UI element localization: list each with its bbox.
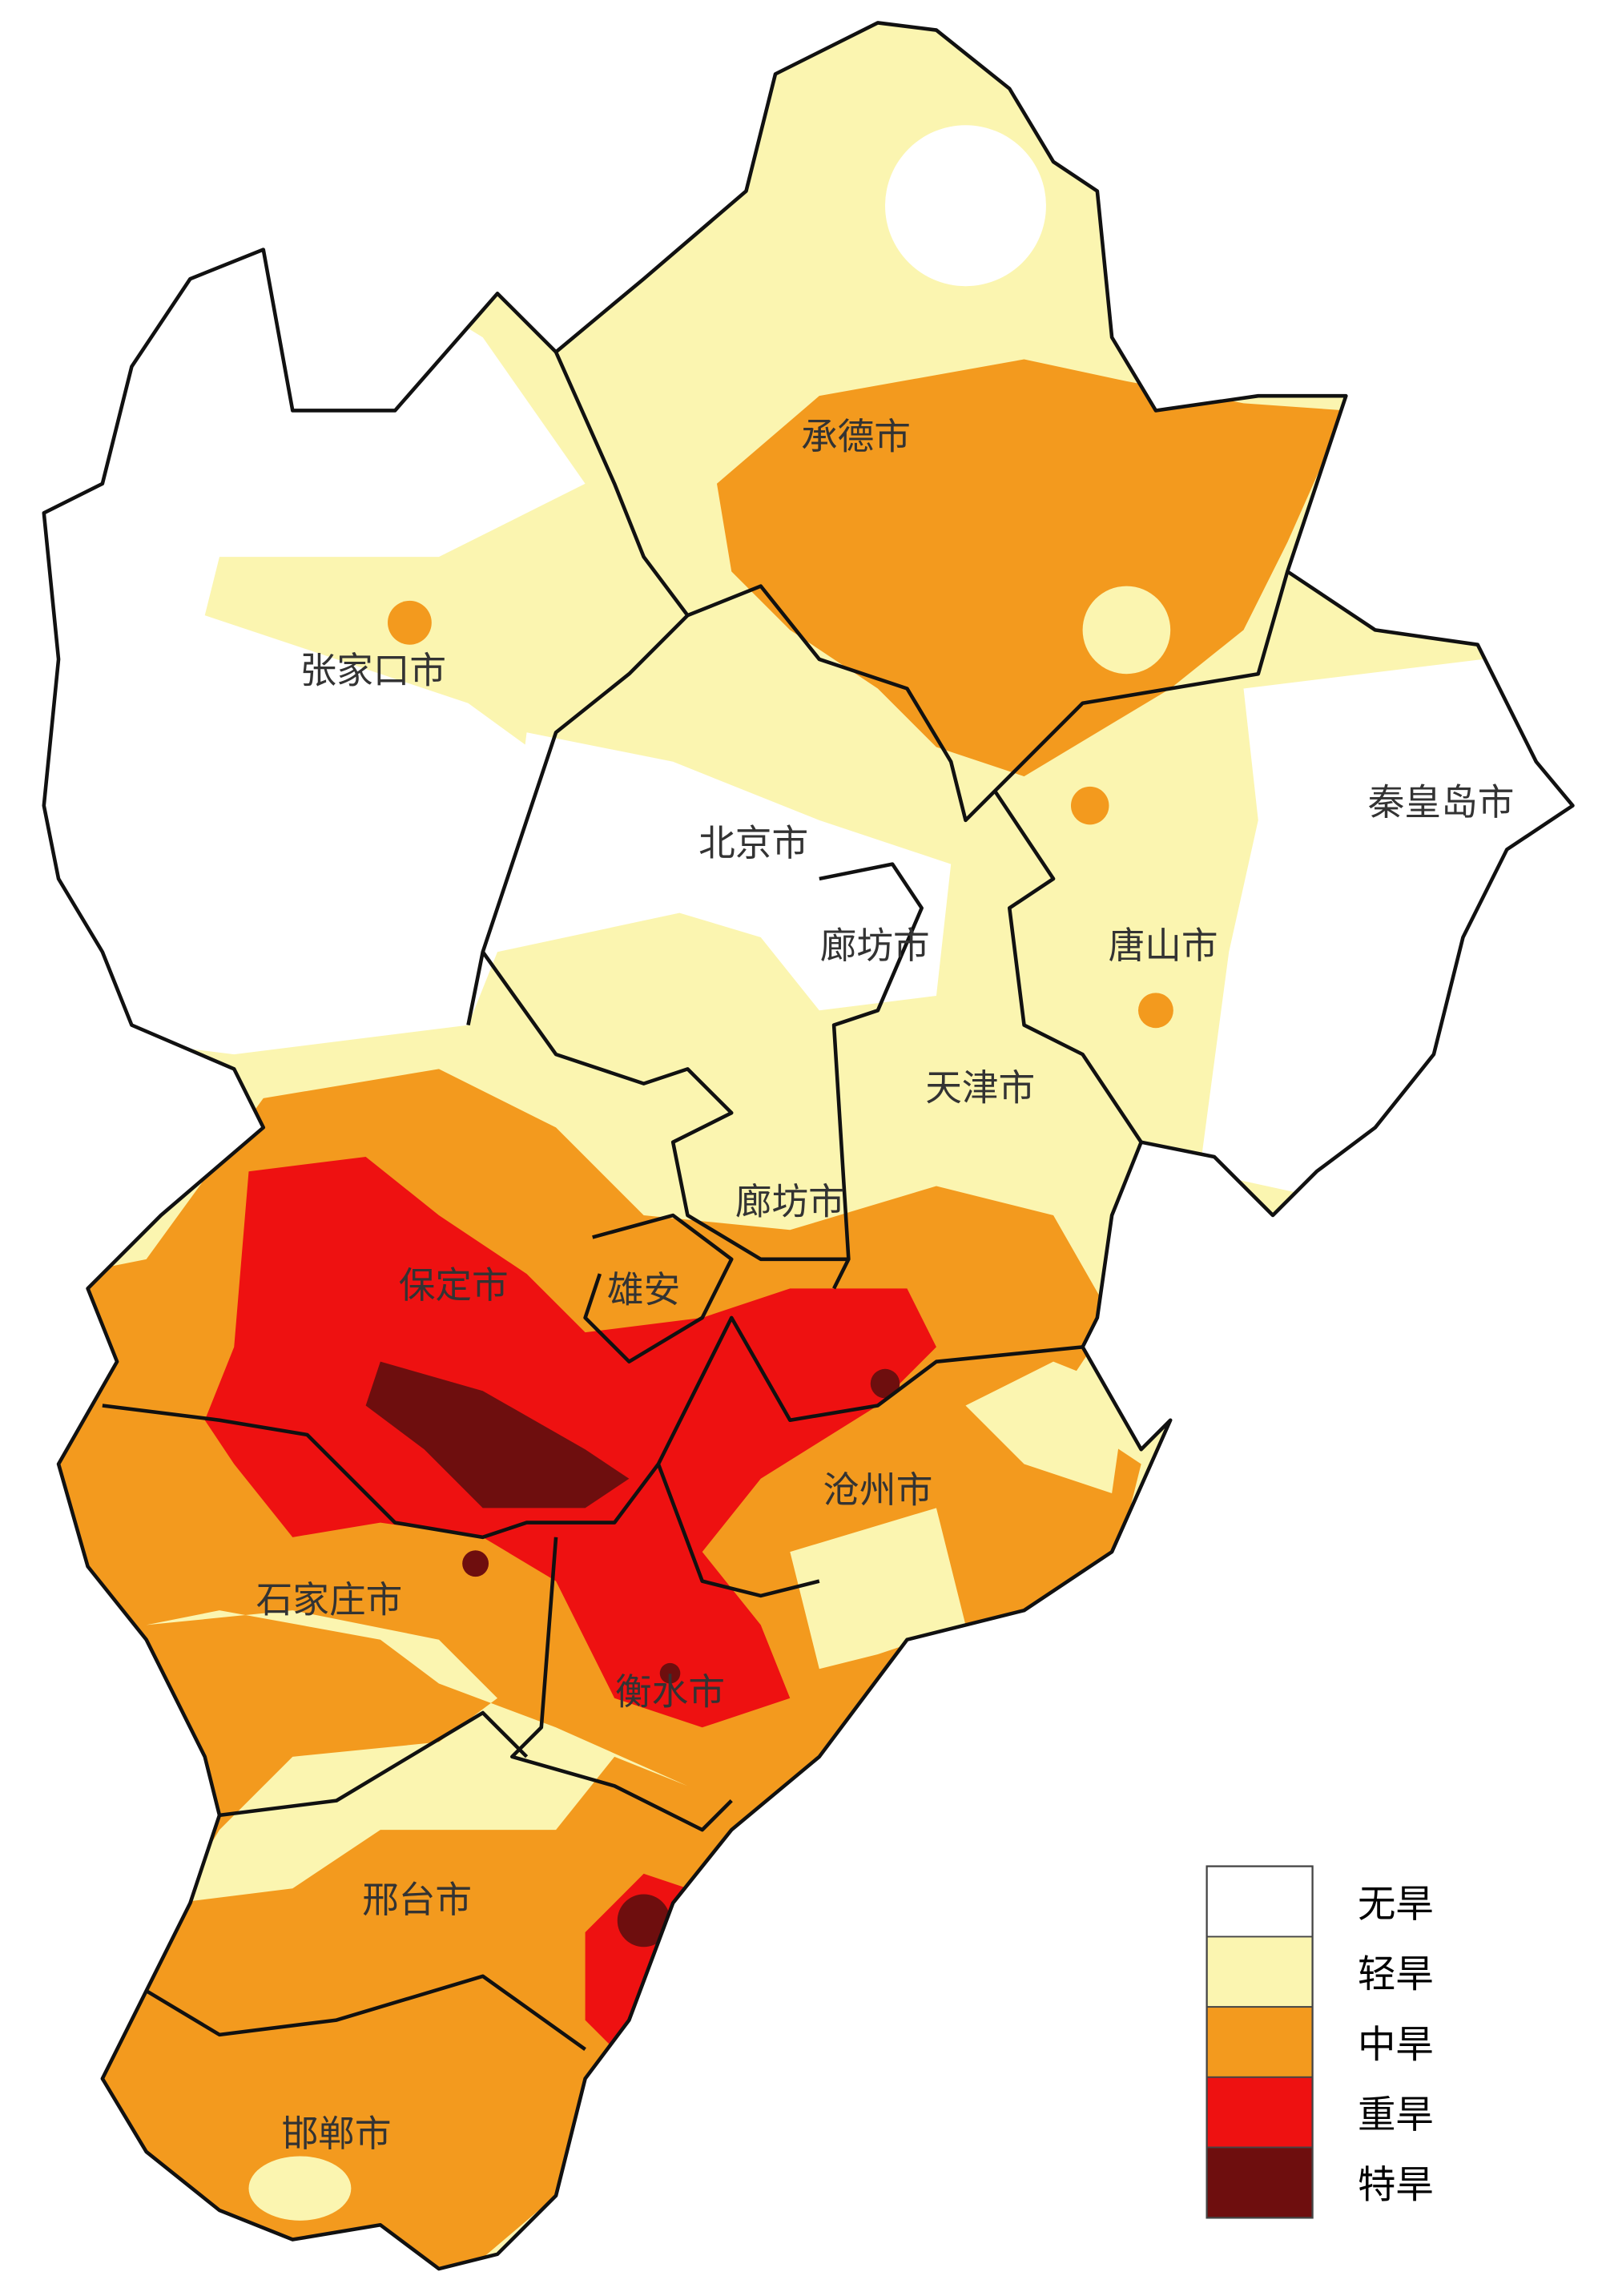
region-label: 雄安 bbox=[607, 1268, 680, 1311]
legend-label: 中旱 bbox=[1358, 2023, 1434, 2067]
city-border bbox=[656, 1463, 820, 1598]
legend-label: 特旱 bbox=[1358, 2164, 1434, 2208]
region-label: 秦皇岛市 bbox=[1368, 781, 1515, 824]
city-border bbox=[993, 790, 1143, 1143]
region-label: 邢台市 bbox=[362, 1879, 472, 1921]
moderate-area bbox=[716, 359, 1346, 777]
none-area bbox=[512, 732, 952, 1011]
region-label: 沧州市 bbox=[823, 1469, 932, 1512]
city-border bbox=[219, 1710, 529, 1818]
region-label: 廊坊市 bbox=[820, 924, 930, 967]
none-area bbox=[885, 125, 1046, 287]
light-area bbox=[790, 1508, 966, 1670]
light-area bbox=[248, 2156, 352, 2221]
moderate-area bbox=[388, 600, 432, 645]
region-label: 天津市 bbox=[925, 1066, 1035, 1109]
city-border bbox=[145, 1974, 586, 2051]
legend-label: 无旱 bbox=[1358, 1883, 1434, 1927]
city-border bbox=[102, 1315, 1083, 1540]
city-border bbox=[819, 862, 924, 1290]
extreme-area bbox=[462, 1550, 489, 1577]
legend-label: 重旱 bbox=[1358, 2093, 1434, 2137]
legend-swatch bbox=[1206, 2076, 1314, 2149]
legend-label: 轻旱 bbox=[1358, 1953, 1434, 1997]
region-label: 唐山市 bbox=[1109, 924, 1218, 967]
extreme-area bbox=[659, 1662, 681, 1684]
none-area bbox=[1199, 644, 1573, 1259]
region-label: 保定市 bbox=[399, 1264, 509, 1307]
light-area bbox=[965, 1361, 1127, 1494]
region-label: 北京市 bbox=[698, 822, 808, 864]
moderate-area bbox=[1070, 786, 1109, 825]
legend-swatch bbox=[1206, 2006, 1314, 2078]
moderate-area bbox=[43, 1069, 1141, 2270]
extreme-area bbox=[365, 1361, 630, 1509]
city-border bbox=[466, 351, 690, 1026]
extreme-area bbox=[617, 1894, 670, 1948]
region-label: 衡水市 bbox=[615, 1671, 725, 1714]
region-label: 张家口市 bbox=[300, 650, 446, 692]
city-border bbox=[686, 570, 1290, 823]
legend-swatch bbox=[1206, 1935, 1314, 2008]
legend-swatch bbox=[1206, 1865, 1314, 1938]
city-border bbox=[481, 950, 849, 1262]
region-label: 承德市 bbox=[801, 415, 911, 457]
region-label: 石家庄市 bbox=[256, 1579, 403, 1621]
moderate-area bbox=[1138, 993, 1173, 1029]
city-border bbox=[509, 1537, 733, 1832]
region-label: 邯郸市 bbox=[282, 2113, 392, 2155]
light-area bbox=[1082, 586, 1171, 675]
city-borders bbox=[102, 351, 1290, 2051]
legend-swatch bbox=[1206, 2146, 1314, 2219]
extreme-area bbox=[870, 1368, 900, 1399]
city-border bbox=[583, 1213, 734, 1364]
light-area bbox=[146, 1610, 688, 1903]
region-label: 廊坊市 bbox=[735, 1181, 845, 1223]
